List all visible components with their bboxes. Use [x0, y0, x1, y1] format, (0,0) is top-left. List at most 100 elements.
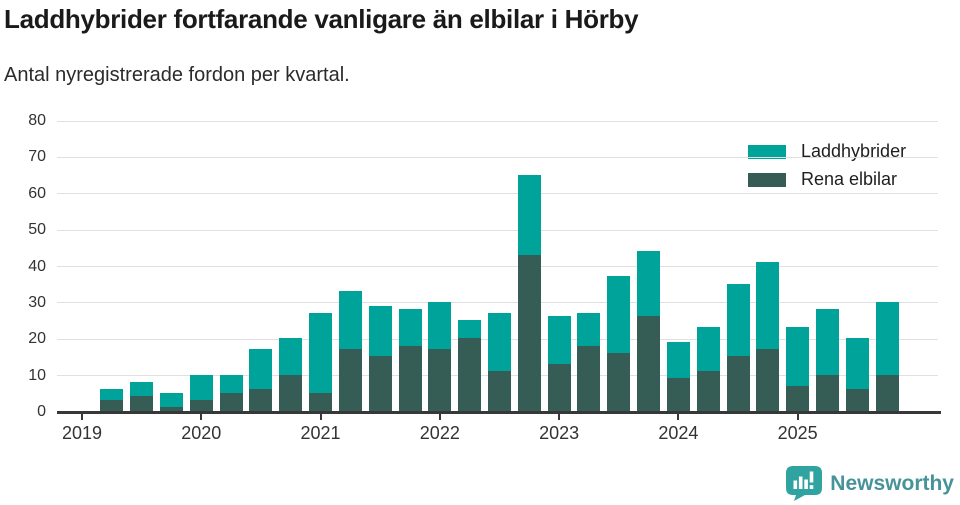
bar-segment-rena-elbilar: [339, 349, 362, 411]
bar-segment-rena-elbilar: [160, 407, 183, 411]
bar-segment-laddhybrider: [160, 393, 183, 408]
bar-q2-2024: [697, 327, 720, 411]
bar-segment-laddhybrider: [428, 302, 451, 349]
bar-segment-laddhybrider: [220, 375, 243, 393]
bar-segment-rena-elbilar: [309, 393, 332, 411]
bar-segment-laddhybrider: [309, 313, 332, 393]
bar-segment-rena-elbilar: [697, 371, 720, 411]
bar-segment-rena-elbilar: [727, 356, 750, 411]
gridline: [57, 157, 938, 158]
bar-segment-rena-elbilar: [846, 389, 869, 411]
y-axis-label: 10: [0, 367, 46, 385]
bar-segment-laddhybrider: [637, 251, 660, 316]
plot-area: Laddhybrider Rena elbilar 01020304050607…: [0, 121, 960, 412]
bar-q1-2022: [428, 302, 451, 411]
y-axis-label: 20: [0, 330, 46, 348]
x-axis-tick-2022: [439, 414, 441, 420]
bar-segment-laddhybrider: [786, 327, 809, 385]
bar-segment-laddhybrider: [458, 320, 481, 338]
gridline: [57, 230, 938, 231]
bar-segment-laddhybrider: [846, 338, 869, 389]
bar-segment-rena-elbilar: [756, 349, 779, 411]
legend-label-laddhybrider: Laddhybrider: [801, 141, 906, 162]
bar-segment-rena-elbilar: [488, 371, 511, 411]
chart-card: Laddhybrider fortfarande vanligare än el…: [0, 0, 960, 505]
x-axis-year-label: 2023: [527, 423, 591, 444]
bar-q2-2023: [577, 313, 600, 411]
bar-q4-2019: [160, 393, 183, 411]
bar-q3-2023: [607, 276, 630, 411]
bar-segment-laddhybrider: [100, 389, 123, 400]
bar-q4-2025: [876, 302, 899, 411]
bar-segment-rena-elbilar: [518, 255, 541, 411]
newsworthy-speech-bubble-barchart-icon: [786, 466, 822, 501]
bar-q2-2021: [339, 291, 362, 411]
x-axis-year-label: 2024: [646, 423, 710, 444]
y-axis-label: 70: [0, 148, 46, 166]
x-axis-year-label: 2020: [169, 423, 233, 444]
bar-segment-rena-elbilar: [876, 375, 899, 411]
bar-segment-laddhybrider: [697, 327, 720, 371]
bar-segment-rena-elbilar: [816, 375, 839, 411]
bar-q4-2024: [756, 262, 779, 411]
x-axis-year-label: 2019: [50, 423, 114, 444]
x-axis-tick-2019: [81, 414, 83, 420]
bar-q1-2021: [309, 313, 332, 411]
bar-segment-rena-elbilar: [548, 364, 571, 411]
bar-segment-laddhybrider: [607, 276, 630, 352]
bar-segment-laddhybrider: [399, 309, 422, 345]
bar-segment-rena-elbilar: [786, 386, 809, 411]
newsworthy-brand-text: Newsworthy: [830, 472, 954, 496]
bar-q2-2022: [458, 320, 481, 411]
bar-q1-2023: [548, 316, 571, 411]
x-axis-tick-2024: [677, 414, 679, 420]
bar-segment-rena-elbilar: [428, 349, 451, 411]
bar-segment-laddhybrider: [488, 313, 511, 371]
y-axis-label: 30: [0, 294, 46, 312]
bar-segment-laddhybrider: [369, 306, 392, 357]
x-axis-line: [57, 411, 941, 414]
bar-q3-2020: [249, 349, 272, 411]
bar-segment-rena-elbilar: [667, 378, 690, 411]
bar-segment-rena-elbilar: [220, 393, 243, 411]
bar-segment-laddhybrider: [548, 316, 571, 363]
bar-segment-laddhybrider: [249, 349, 272, 389]
bar-q4-2021: [399, 309, 422, 411]
bar-segment-laddhybrider: [876, 302, 899, 375]
bar-segment-rena-elbilar: [607, 353, 630, 411]
bar-segment-laddhybrider: [816, 309, 839, 374]
bar-q4-2023: [637, 251, 660, 411]
bar-q2-2019: [100, 389, 123, 411]
bar-segment-laddhybrider: [518, 175, 541, 255]
legend-label-rena-elbilar: Rena elbilar: [801, 169, 897, 190]
bar-segment-rena-elbilar: [249, 389, 272, 411]
legend-item-rena-elbilar: Rena elbilar: [748, 169, 906, 190]
bar-segment-rena-elbilar: [190, 400, 213, 411]
bar-segment-laddhybrider: [756, 262, 779, 349]
bar-segment-laddhybrider: [190, 375, 213, 400]
bar-segment-rena-elbilar: [279, 375, 302, 411]
bar-q2-2020: [220, 375, 243, 411]
bar-q3-2022: [488, 313, 511, 411]
newsworthy-logo[interactable]: Newsworthy: [786, 466, 954, 501]
bar-q4-2022: [518, 175, 541, 411]
bar-q3-2021: [369, 306, 392, 411]
bar-segment-laddhybrider: [279, 338, 302, 374]
chart-title: Laddhybrider fortfarande vanligare än el…: [4, 4, 638, 35]
bar-q1-2024: [667, 342, 690, 411]
x-axis-year-label: 2025: [766, 423, 830, 444]
chart-subtitle: Antal nyregistrerade fordon per kvartal.: [4, 64, 350, 87]
bar-q2-2025: [816, 309, 839, 411]
bar-q3-2025: [846, 338, 869, 411]
bar-segment-laddhybrider: [577, 313, 600, 346]
bar-segment-laddhybrider: [339, 291, 362, 349]
legend-item-laddhybrider: Laddhybrider: [748, 141, 906, 162]
x-axis-tick-2021: [320, 414, 322, 420]
legend-swatch-rena-elbilar: [748, 173, 786, 187]
y-axis-label: 0: [0, 403, 46, 421]
bar-segment-rena-elbilar: [637, 316, 660, 411]
x-axis-year-label: 2022: [408, 423, 472, 444]
x-axis-tick-2023: [558, 414, 560, 420]
bar-segment-rena-elbilar: [100, 400, 123, 411]
bar-segment-rena-elbilar: [577, 346, 600, 411]
